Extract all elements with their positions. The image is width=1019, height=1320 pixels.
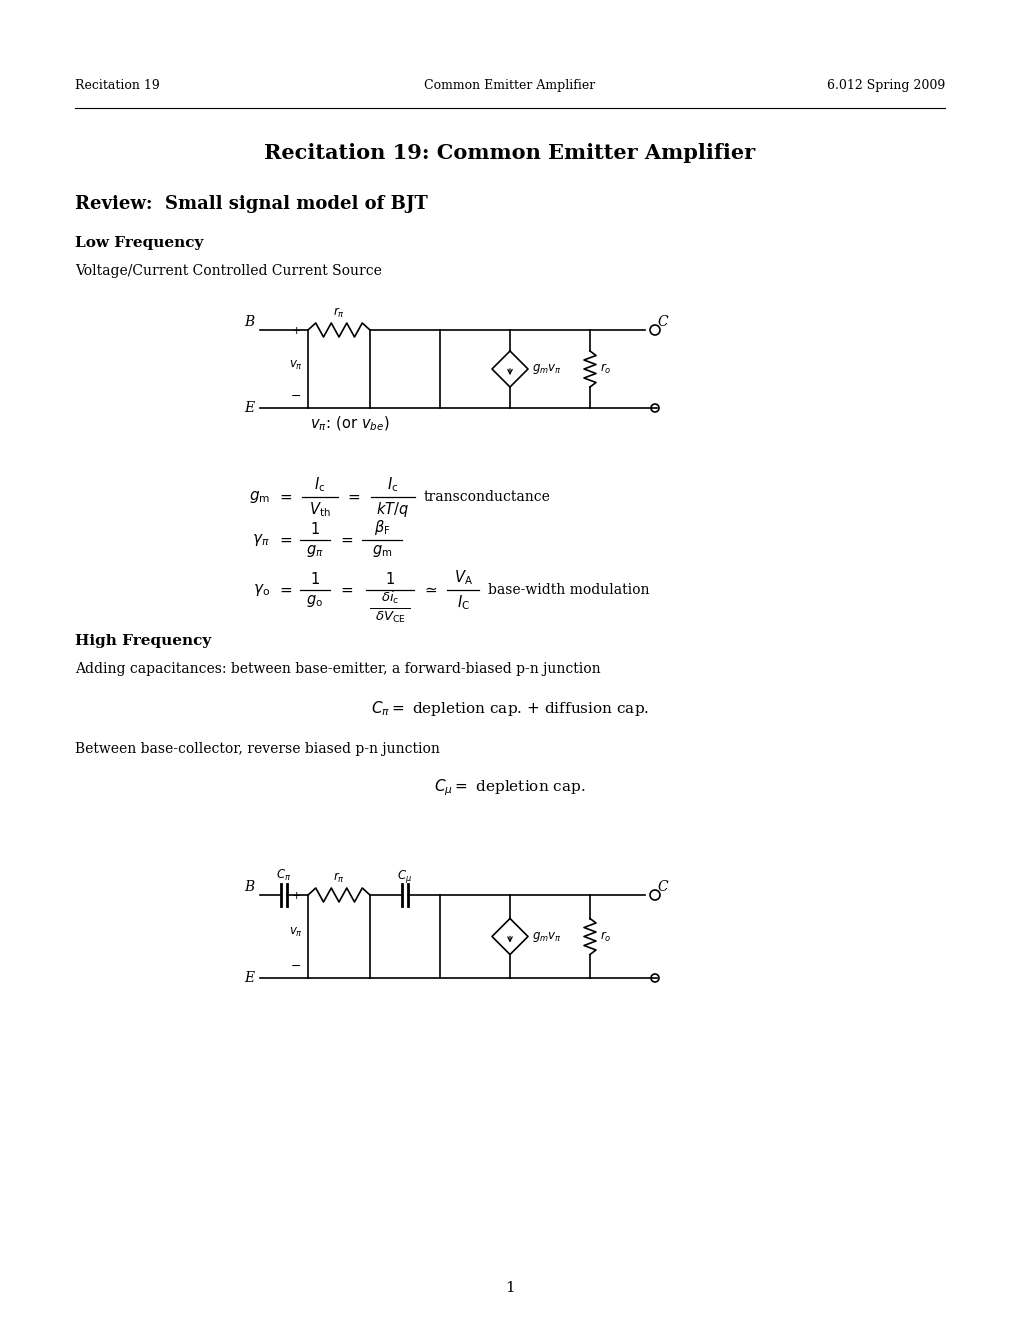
Text: B: B xyxy=(244,880,254,894)
Text: $=$: $=$ xyxy=(337,583,354,597)
Text: Between base-collector, reverse biased p-n junction: Between base-collector, reverse biased p… xyxy=(75,742,439,756)
Text: Review:  Small signal model of BJT: Review: Small signal model of BJT xyxy=(75,195,427,213)
Text: transconductance: transconductance xyxy=(424,490,550,504)
Text: Recitation 19: Common Emitter Amplifier: Recitation 19: Common Emitter Amplifier xyxy=(264,143,755,162)
Text: +: + xyxy=(291,891,301,902)
Text: $v_\pi$: $v_\pi$ xyxy=(288,359,303,371)
Text: $r_\pi$: $r_\pi$ xyxy=(333,306,344,321)
Text: $\gamma_\pi$: $\gamma_\pi$ xyxy=(252,532,270,548)
Text: 1: 1 xyxy=(504,1280,515,1295)
Text: $\delta V_{\mathrm{CE}}$: $\delta V_{\mathrm{CE}}$ xyxy=(374,610,405,626)
Text: $C_\pi$: $C_\pi$ xyxy=(276,869,291,883)
Text: Low Frequency: Low Frequency xyxy=(75,236,203,249)
Text: $r_o$: $r_o$ xyxy=(599,362,611,376)
Text: E: E xyxy=(244,972,254,985)
Text: Adding capacitances: between base-emitter, a forward-biased p-n junction: Adding capacitances: between base-emitte… xyxy=(75,663,600,676)
Text: $g_{\mathrm{m}}$: $g_{\mathrm{m}}$ xyxy=(249,488,270,506)
Text: B: B xyxy=(244,315,254,329)
Text: $g_\pi$: $g_\pi$ xyxy=(306,543,323,558)
Text: $g_m v_\pi$: $g_m v_\pi$ xyxy=(532,929,561,944)
Text: $1$: $1$ xyxy=(385,572,394,587)
Text: C: C xyxy=(656,315,667,329)
Text: $r_\pi$: $r_\pi$ xyxy=(333,871,344,886)
Text: $V_{\mathrm{A}}$: $V_{\mathrm{A}}$ xyxy=(453,569,472,587)
Text: $=$: $=$ xyxy=(337,533,354,546)
Text: $I_{\mathrm{c}}$: $I_{\mathrm{c}}$ xyxy=(314,475,325,494)
Text: $kT/q$: $kT/q$ xyxy=(376,500,410,519)
Text: 6.012 Spring 2009: 6.012 Spring 2009 xyxy=(826,79,944,92)
Text: $=$: $=$ xyxy=(277,490,292,504)
Text: $v_\pi\!:\,({\rm or}\ v_{be})$: $v_\pi\!:\,({\rm or}\ v_{be})$ xyxy=(310,414,389,433)
Text: $-$: $-$ xyxy=(290,960,302,972)
Text: $\delta i_{\mathrm{c}}$: $\delta i_{\mathrm{c}}$ xyxy=(380,590,398,606)
Text: C: C xyxy=(656,880,667,894)
Text: $=$: $=$ xyxy=(344,490,361,504)
Text: $g_{\mathrm{m}}$: $g_{\mathrm{m}}$ xyxy=(372,543,391,558)
Text: $\beta_{\mathrm{F}}$: $\beta_{\mathrm{F}}$ xyxy=(373,517,390,537)
Text: $=$: $=$ xyxy=(277,583,292,597)
Text: $C_\mu = $ depletion cap.: $C_\mu = $ depletion cap. xyxy=(434,777,585,799)
Text: Voltage/Current Controlled Current Source: Voltage/Current Controlled Current Sourc… xyxy=(75,264,381,279)
Text: Recitation 19: Recitation 19 xyxy=(75,79,160,92)
Text: $g_m v_\pi$: $g_m v_\pi$ xyxy=(532,362,561,376)
Text: $g_{\mathrm{o}}$: $g_{\mathrm{o}}$ xyxy=(306,593,323,609)
Text: $I_{\mathrm{C}}$: $I_{\mathrm{C}}$ xyxy=(457,593,469,611)
Text: $V_{\mathrm{th}}$: $V_{\mathrm{th}}$ xyxy=(309,500,330,519)
Text: Common Emitter Amplifier: Common Emitter Amplifier xyxy=(424,79,595,92)
Text: $C_\pi = $ depletion cap. $+$ diffusion cap.: $C_\pi = $ depletion cap. $+$ diffusion … xyxy=(371,700,648,718)
Text: +: + xyxy=(291,326,301,337)
Text: $v_\pi$: $v_\pi$ xyxy=(288,925,303,939)
Text: $r_o$: $r_o$ xyxy=(599,929,611,944)
Text: $I_{\mathrm{c}}$: $I_{\mathrm{c}}$ xyxy=(387,475,398,494)
Text: $\simeq$: $\simeq$ xyxy=(422,583,438,597)
Text: $1$: $1$ xyxy=(310,572,320,587)
Text: $\gamma_{\mathrm{o}}$: $\gamma_{\mathrm{o}}$ xyxy=(253,582,270,598)
Text: E: E xyxy=(244,401,254,414)
Text: base-width modulation: base-width modulation xyxy=(487,583,649,597)
Text: $C_\mu$: $C_\mu$ xyxy=(397,869,412,886)
Text: $=$: $=$ xyxy=(277,533,292,546)
Text: High Frequency: High Frequency xyxy=(75,634,211,648)
Text: $1$: $1$ xyxy=(310,521,320,537)
Text: $-$: $-$ xyxy=(290,389,302,403)
